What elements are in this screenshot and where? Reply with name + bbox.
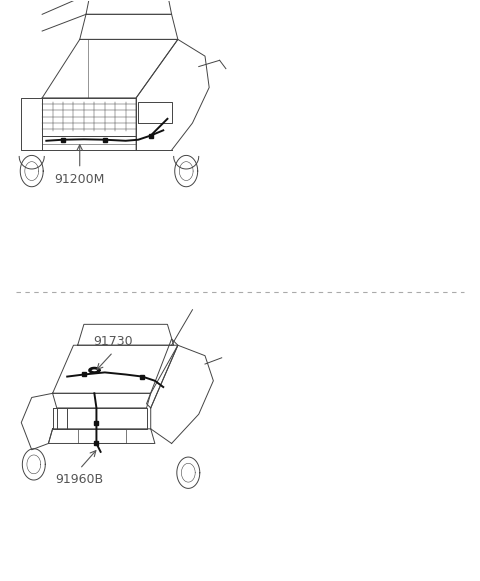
Text: 91200M: 91200M — [55, 173, 105, 185]
Text: 91730: 91730 — [93, 335, 133, 348]
Text: 91960B: 91960B — [56, 473, 104, 486]
